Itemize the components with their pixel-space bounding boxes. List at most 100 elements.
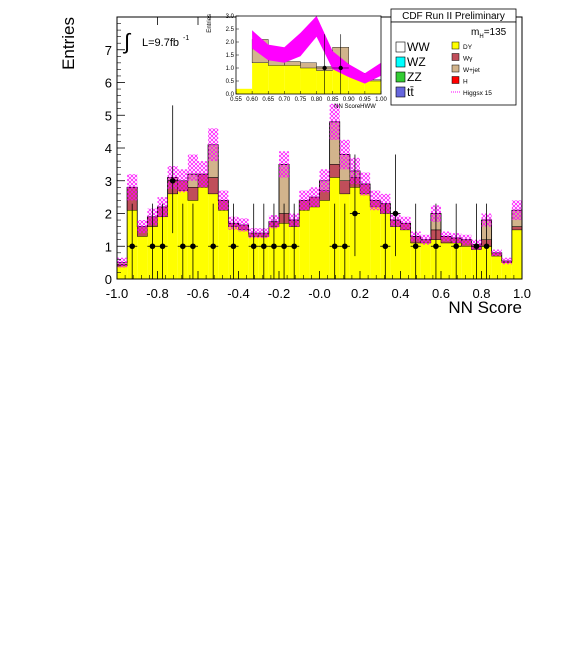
bar-w [187, 187, 199, 201]
legend-label-higgs: Higgsx 15 [463, 90, 492, 97]
inset-plot: 0.55 0.60 0.65 0.70 0.75 0.80 0.85 0.90 0.95 1.00… [207, 14, 387, 110]
band-segment [127, 174, 138, 201]
inset-x-tick-label: 1.00 [375, 97, 387, 103]
inset-y-tick-label: 0.0 [226, 92, 235, 98]
legend-swatch-ww [395, 41, 406, 53]
band-segment [441, 231, 452, 242]
legend-label-zz: ZZ [407, 70, 422, 84]
band-segment [137, 220, 148, 234]
y-tick-label: 7 [105, 43, 112, 58]
data-point [258, 203, 269, 279]
data-point [380, 203, 391, 279]
luminosity-exponent: -1 [183, 35, 189, 42]
y-tick-label: 4 [105, 141, 112, 156]
data-point [349, 154, 360, 257]
data-point [471, 203, 482, 279]
bar-dy [309, 206, 320, 279]
data-point [127, 203, 138, 279]
integral-symbol: ∫ [122, 29, 132, 54]
bar-dy [370, 206, 381, 279]
bar-dy [511, 229, 522, 279]
bar-dy [167, 193, 178, 279]
legend-swatch-wz [395, 56, 406, 68]
inset-y-tick-label: 2.0 [226, 40, 235, 46]
inset-bar-dy [236, 88, 253, 94]
data-point [167, 105, 178, 234]
luminosity-label: ∫ L=9.7fb -1 [122, 29, 189, 54]
band-segment [117, 257, 128, 268]
inset-bar-dy [284, 65, 301, 94]
band-segment [238, 218, 249, 232]
legend-swatch-zz [395, 71, 406, 83]
x-tick-label: 1.0 [513, 286, 531, 301]
inset-x-tick-label: 0.70 [278, 97, 290, 103]
x-tick-label: -0.6 [187, 286, 209, 301]
inset-x-tick-label: 0.95 [359, 97, 371, 103]
data-point [451, 203, 462, 279]
bar-dy [319, 200, 330, 279]
band-segment [501, 257, 512, 265]
band-segment [511, 200, 522, 221]
data-point [390, 154, 401, 257]
legend-label-wjet: W+jet [463, 67, 480, 74]
inset-x-axis-title: NN ScoreHWW [334, 104, 376, 110]
inset-x-tick-label: 0.55 [230, 97, 242, 103]
inset-bar-dy [300, 68, 317, 94]
data-point [177, 203, 188, 279]
inset-x-tick-label: 0.65 [262, 97, 274, 103]
bar-dy [198, 187, 209, 279]
bar-dy [299, 210, 310, 279]
x-tick-label: -0.8 [146, 286, 168, 301]
data-point [410, 203, 421, 279]
data-point [268, 203, 279, 279]
y-tick-label: 5 [105, 108, 112, 123]
data-point [147, 203, 158, 279]
inset-x-tick-label: 0.75 [295, 97, 307, 103]
luminosity-text: L=9.7fb [142, 37, 179, 49]
data-point [289, 203, 300, 279]
inset-data-point [316, 34, 333, 94]
band-segment [218, 190, 229, 211]
inset-bar-wjet [300, 62, 317, 69]
x-tick-label: 0.6 [432, 286, 450, 301]
band-segment [360, 172, 371, 196]
bar-dy [461, 246, 472, 279]
data-points [127, 105, 492, 279]
data-point [228, 203, 239, 279]
inset-bar-wjet [284, 61, 301, 66]
bar-dy [360, 193, 371, 279]
y-tick-label: 0 [105, 272, 112, 287]
bar-dy [501, 262, 512, 279]
legend-swatch-dy [451, 41, 460, 50]
data-point [248, 203, 259, 279]
legend-label-ttbar: tt̄ [407, 85, 414, 99]
bar-dy [137, 236, 148, 279]
main-axes: -1.0 -0.8 -0.6 -0.4 -0.2 -0.0 0.2 0.4 0.6 0.8 1.00… [105, 17, 531, 301]
band-segment [400, 216, 411, 230]
bar-dy [238, 229, 249, 279]
data-point [329, 203, 340, 279]
y-axis-title: Entries [59, 17, 78, 70]
legend-label-ww: WW [407, 40, 430, 54]
data-point [279, 203, 290, 279]
band-segment [370, 190, 381, 211]
experiment-label: CDF Run II Preliminary [402, 11, 505, 22]
bar-dy [400, 229, 411, 279]
inset-uncertainty-band [252, 16, 381, 84]
y-tick-label: 6 [105, 76, 112, 91]
y-tick-label: 2 [105, 207, 112, 222]
inset-bar-dy [364, 81, 381, 94]
inset-y-tick-label: 0.5 [226, 79, 235, 85]
legend-box [390, 21, 517, 106]
band-segment [329, 103, 340, 140]
band-segment [339, 139, 350, 170]
bar-dy [420, 242, 431, 279]
bar-dy [117, 265, 128, 279]
bar-w [511, 226, 523, 231]
band-segment [319, 169, 330, 193]
x-tick-label: -0.4 [227, 286, 249, 301]
legend-swatch-wjet [451, 64, 460, 73]
data-point [187, 203, 198, 279]
